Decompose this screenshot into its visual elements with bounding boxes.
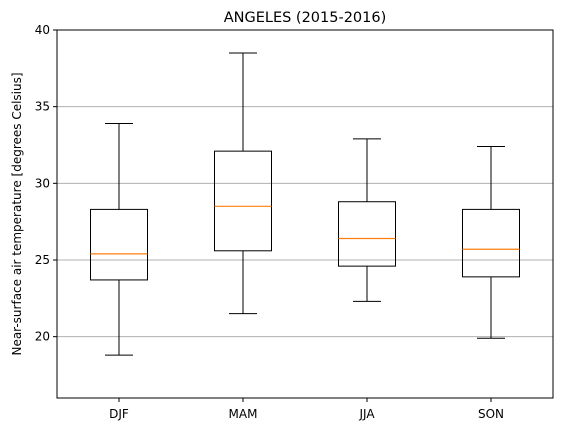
box-djf (90, 123, 148, 356)
y-axis-label: Near-surface air temperature [degrees Ce… (10, 72, 24, 355)
y-tick-label: 30 (35, 176, 50, 190)
box-iqr (214, 150, 272, 252)
box-series (90, 52, 520, 356)
x-tick-label: DJF (109, 407, 129, 421)
box-iqr (462, 208, 520, 278)
x-tick-label: JJA (358, 407, 375, 421)
box-jja (338, 138, 396, 302)
y-tick-label: 20 (35, 330, 50, 344)
box-mam (214, 52, 272, 315)
axis-ticks: 20 25 30 35 40 DJF MAM JJA SON (35, 23, 504, 421)
y-tick-label: 25 (35, 253, 50, 267)
chart-title: ANGELES (2015-2016) (224, 10, 387, 26)
box-son (462, 146, 520, 339)
y-tick-label: 35 (35, 100, 50, 114)
grid-lines (57, 106, 553, 338)
box-iqr (338, 201, 396, 267)
x-tick-label: SON (478, 407, 504, 421)
y-tick-label: 40 (35, 23, 50, 37)
box-iqr (90, 208, 148, 281)
x-tick-label: MAM (229, 407, 258, 421)
plot-area-frame (56, 29, 554, 399)
